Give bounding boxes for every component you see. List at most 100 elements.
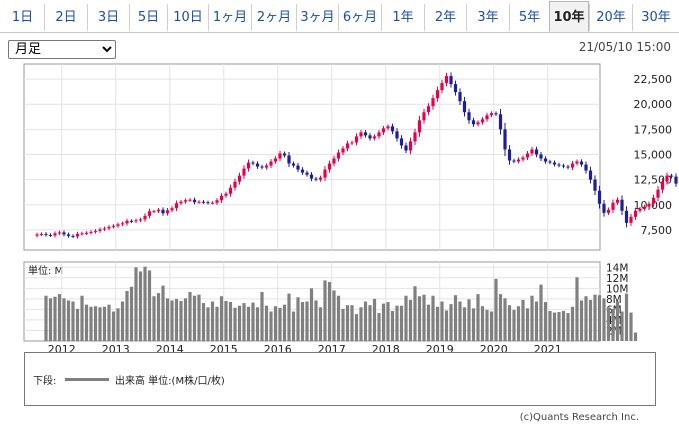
- tab-11[interactable]: 3年: [466, 4, 509, 31]
- volume-bar: [269, 311, 273, 341]
- candle-body: [332, 158, 336, 164]
- tab-14[interactable]: 20年: [589, 4, 632, 31]
- volume-bar: [408, 299, 413, 341]
- legend-prefix: 下段:: [33, 376, 57, 387]
- candle-body: [476, 122, 480, 125]
- volume-bar: [548, 310, 552, 341]
- volume-bar: [449, 304, 453, 341]
- candle-body: [422, 112, 426, 121]
- volume-bar: [611, 308, 615, 341]
- volume-bar: [498, 294, 503, 341]
- candle-body: [359, 132, 363, 137]
- tab-12[interactable]: 5年: [509, 4, 549, 31]
- candle-body: [489, 113, 494, 116]
- candle-body: [579, 161, 584, 165]
- volume-bar: [120, 301, 125, 341]
- candle-body: [566, 166, 570, 168]
- volume-bar: [440, 301, 444, 341]
- candle-body: [561, 165, 566, 167]
- candle-body: [480, 119, 485, 123]
- candle-body: [548, 161, 552, 163]
- candle-body: [215, 200, 219, 203]
- volume-bar: [359, 307, 363, 341]
- tab-5[interactable]: 1ヶ月: [208, 4, 251, 31]
- tab-13[interactable]: 10年: [549, 1, 589, 32]
- volume-bar: [584, 296, 588, 341]
- candle-body: [62, 232, 66, 235]
- volume-bar: [282, 304, 287, 341]
- candle-body: [575, 161, 579, 164]
- volume-bar: [453, 295, 458, 341]
- candle-body: [278, 153, 282, 159]
- candle-body: [363, 132, 368, 136]
- candle-body: [93, 230, 98, 232]
- volume-bar: [395, 305, 399, 341]
- candle-body: [242, 168, 246, 176]
- candle-body: [264, 165, 269, 168]
- candle-body: [305, 172, 309, 175]
- volume-bar: [570, 306, 575, 341]
- volume-bar: [629, 312, 633, 341]
- candle-period-select[interactable]: 月足: [8, 40, 116, 59]
- volume-bar: [242, 303, 246, 341]
- volume-bar: [147, 270, 152, 341]
- tab-9[interactable]: 1年: [381, 4, 424, 31]
- candle-body: [503, 129, 507, 150]
- candle-body: [237, 175, 242, 182]
- volume-bar: [300, 302, 305, 341]
- candle-body: [449, 76, 453, 85]
- candle-body: [651, 197, 656, 204]
- tab-4[interactable]: 10日: [167, 4, 208, 31]
- candle-body: [314, 178, 318, 180]
- candle-body: [507, 149, 512, 161]
- volume-bar: [251, 302, 255, 341]
- candle-body: [368, 135, 372, 139]
- volume-bar: [84, 304, 89, 341]
- volume-bar: [386, 302, 390, 341]
- volume-bar: [552, 312, 557, 341]
- year-tick-label: 2013: [102, 343, 130, 352]
- candle-body: [188, 199, 192, 201]
- volume-bar: [399, 305, 404, 341]
- candle-body: [327, 163, 332, 170]
- candle-body: [174, 203, 179, 209]
- candle-body: [521, 157, 525, 160]
- volume-bar: [323, 280, 327, 341]
- candle-body: [273, 158, 278, 162]
- volume-bar: [615, 301, 620, 341]
- tab-3[interactable]: 5日: [129, 4, 167, 31]
- candle-body: [102, 228, 107, 230]
- candle-body: [669, 175, 674, 177]
- candle-body: [435, 90, 440, 99]
- volume-bar: [593, 294, 597, 341]
- volume-bar: [381, 303, 386, 341]
- volume-bar: [426, 304, 431, 341]
- tab-10[interactable]: 2年: [424, 4, 466, 31]
- tab-2[interactable]: 3日: [87, 4, 129, 31]
- last-update-timestamp: 21/05/10 15:00: [578, 40, 671, 54]
- volume-bar: [417, 296, 422, 341]
- candle-body: [345, 143, 350, 149]
- tab-1[interactable]: 2日: [44, 4, 87, 31]
- candle-body: [629, 216, 633, 223]
- volume-bar: [89, 306, 93, 341]
- candle-body: [107, 226, 111, 229]
- volume-bar: [278, 307, 282, 341]
- tab-0[interactable]: 1日: [11, 10, 34, 25]
- candle-body: [269, 161, 273, 166]
- tab-7[interactable]: 3ヶ月: [296, 4, 338, 31]
- tab-8[interactable]: 6ヶ月: [338, 4, 381, 31]
- candle-body: [233, 181, 237, 188]
- tab-6[interactable]: 2ヶ月: [251, 4, 296, 31]
- volume-bar: [197, 294, 201, 341]
- candle-body: [615, 199, 620, 203]
- tab-15[interactable]: 30年: [632, 4, 679, 31]
- candle-body: [282, 153, 287, 156]
- candle-body: [219, 195, 224, 201]
- volume-bar: [620, 311, 624, 341]
- volume-bar: [336, 295, 341, 341]
- volume-bar: [233, 307, 237, 341]
- volume-bar: [80, 295, 84, 341]
- candle-body: [350, 142, 354, 144]
- candle-body: [381, 128, 386, 133]
